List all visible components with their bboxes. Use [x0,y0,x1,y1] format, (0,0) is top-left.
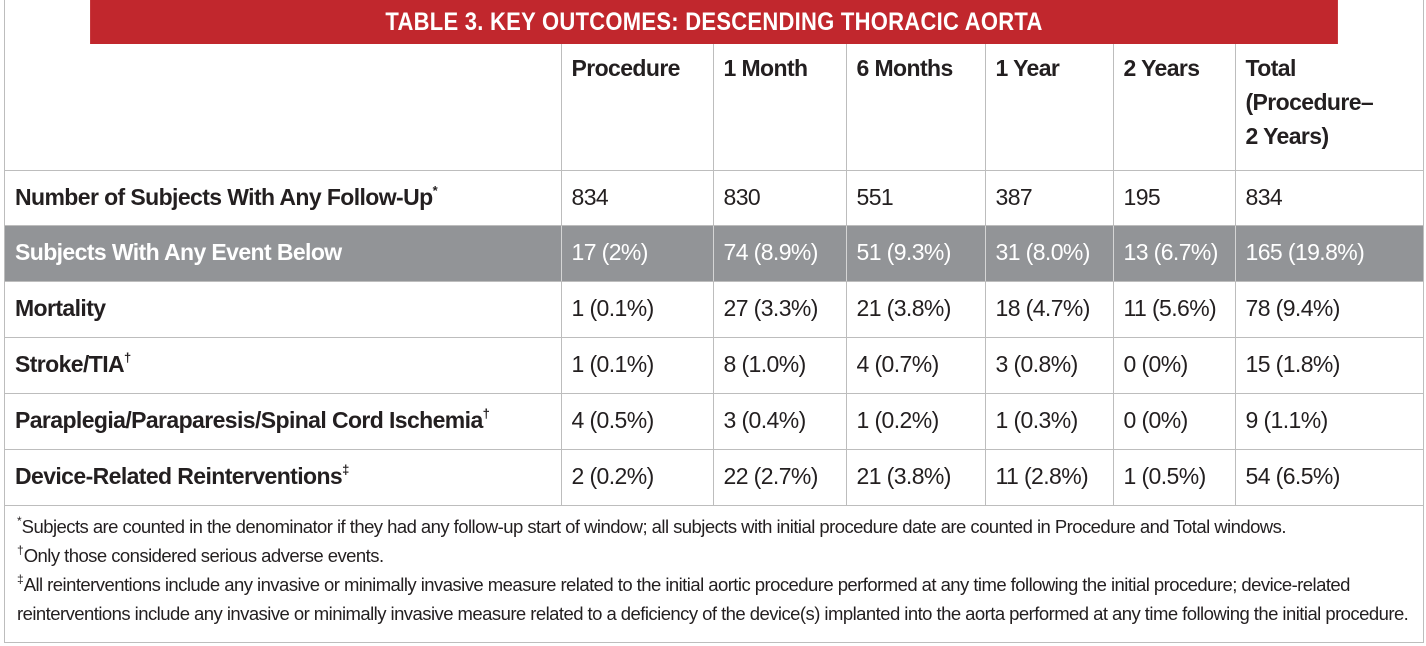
table-cell: 387 [985,170,1114,226]
row-label: Mortality [5,281,562,338]
table-cell: 21 (3.8%) [846,281,986,338]
table-cell: 1 (0.1%) [561,337,714,394]
column-header: 2 Years [1113,44,1236,171]
table-cell: 11 (5.6%) [1113,281,1236,338]
footnote-text: Only those considered serious adverse ev… [23,545,384,566]
table-cell: 1 (0.3%) [985,393,1114,450]
table-cell: 3 (0.8%) [985,337,1114,394]
table-row: Subjects With Any Event Below 17 (2%) 74 (… [5,225,1423,282]
table-cell: 22 (2.7%) [713,449,847,506]
table-cell: 195 [1113,170,1236,226]
footnote-text: Subjects are counted in the denominator … [21,516,1287,537]
table-cell: 2 (0.2%) [561,449,714,506]
table-cell: 0 (0%) [1113,337,1236,394]
footnote-marker: † [482,405,490,421]
column-header: 1 Month [713,44,847,171]
table-cell: 13 (6.7%) [1113,225,1236,282]
row-label-text: Mortality [15,294,106,321]
footnote: ‡All reinterventions include any invasiv… [17,570,1423,628]
header-empty-cell [5,44,562,171]
footnote-marker: ‡ [342,461,350,477]
footnote-mark: * [17,514,22,528]
table-cell: 4 (0.7%) [846,337,986,394]
table-cell: 21 (3.8%) [846,449,986,506]
footnote-mark: ‡ [17,572,24,586]
table-cell: 17 (2%) [561,225,714,282]
table-row: Stroke/TIA† 1 (0.1%) 8 (1.0%) 4 (0.7%) 3 (0.… [5,337,1423,394]
table-row: Number of Subjects With Any Follow-Up* 83… [5,170,1423,226]
row-label: Number of Subjects With Any Follow-Up* [5,170,562,226]
table-cell: 18 (4.7%) [985,281,1114,338]
table-row: Paraplegia/Paraparesis/Spinal Cord Ische… [5,393,1423,450]
row-label: Device-Related Reinterventions‡ [5,449,562,506]
total-header-line: Total [1245,55,1297,81]
table-cell: 8 (1.0%) [713,337,847,394]
column-header: 6 Months [846,44,986,171]
row-label-text: Number of Subjects With Any Follow-Up [15,183,433,210]
table-title-bar: TABLE 3. KEY OUTCOMES: DESCENDING THORAC… [90,0,1338,44]
outcomes-table-panel: TABLE 3. KEY OUTCOMES: DESCENDING THORAC… [4,0,1424,643]
table-cell: 11 (2.8%) [985,449,1114,506]
row-label-text: Device-Related Reinterventions [15,462,343,489]
footnote-marker: * [432,182,438,198]
table-title: TABLE 3. KEY OUTCOMES: DESCENDING THORAC… [385,7,1043,36]
table-cell: 78 (9.4%) [1235,281,1423,338]
column-header: 1 Year [985,44,1114,171]
table-cell: 74 (8.9%) [713,225,847,282]
table-cell: 834 [1235,170,1423,226]
row-label: Paraplegia/Paraparesis/Spinal Cord Ische… [5,393,562,450]
table-cell: 3 (0.4%) [713,393,847,450]
column-header-total: Total (Procedure– 2 Years) [1235,44,1423,171]
column-header: Procedure [561,44,714,171]
table-cell: 551 [846,170,986,226]
footnote-text: All reinterventions include any invasive… [17,574,1409,624]
total-header-line: 2 Years) [1245,123,1330,149]
table-cell: 834 [561,170,714,226]
footnote-mark: † [17,543,24,557]
table-row: Device-Related Reinterventions‡ 2 (0.2%) 2… [5,449,1423,506]
table-header-row: Procedure 1 Month 6 Months 1 Year 2 Year… [5,44,1423,171]
table-cell: 4 (0.5%) [561,393,714,450]
row-label-text: Subjects With Any Event Below [15,238,342,265]
row-label: Stroke/TIA† [5,337,562,394]
total-header-line: (Procedure– [1245,89,1374,115]
table-cell: 15 (1.8%) [1235,337,1423,394]
table-cell: 31 (8.0%) [985,225,1114,282]
table-cell: 51 (9.3%) [846,225,986,282]
table-cell: 54 (6.5%) [1235,449,1423,506]
footnote: *Subjects are counted in the denominator… [17,512,1423,541]
footnotes: *Subjects are counted in the denominator… [5,506,1423,628]
table-cell: 165 (19.8%) [1235,225,1423,282]
footnote: †Only those considered serious adverse e… [17,541,1423,570]
table-cell: 830 [713,170,847,226]
table-cell: 27 (3.3%) [713,281,847,338]
table-row: Mortality 1 (0.1%) 27 (3.3%) 21 (3.8%) 18 (4… [5,281,1423,338]
row-label: Subjects With Any Event Below [5,225,562,282]
table-cell: 1 (0.2%) [846,393,986,450]
table-cell: 1 (0.1%) [561,281,714,338]
row-label-text: Paraplegia/Paraparesis/Spinal Cord Ische… [15,406,483,433]
table-cell: 0 (0%) [1113,393,1236,450]
table-cell: 1 (0.5%) [1113,449,1236,506]
footnote-marker: † [124,349,132,365]
outcomes-table: Procedure 1 Month 6 Months 1 Year 2 Year… [5,44,1423,506]
row-label-text: Stroke/TIA [15,350,125,377]
table-cell: 9 (1.1%) [1235,393,1423,450]
